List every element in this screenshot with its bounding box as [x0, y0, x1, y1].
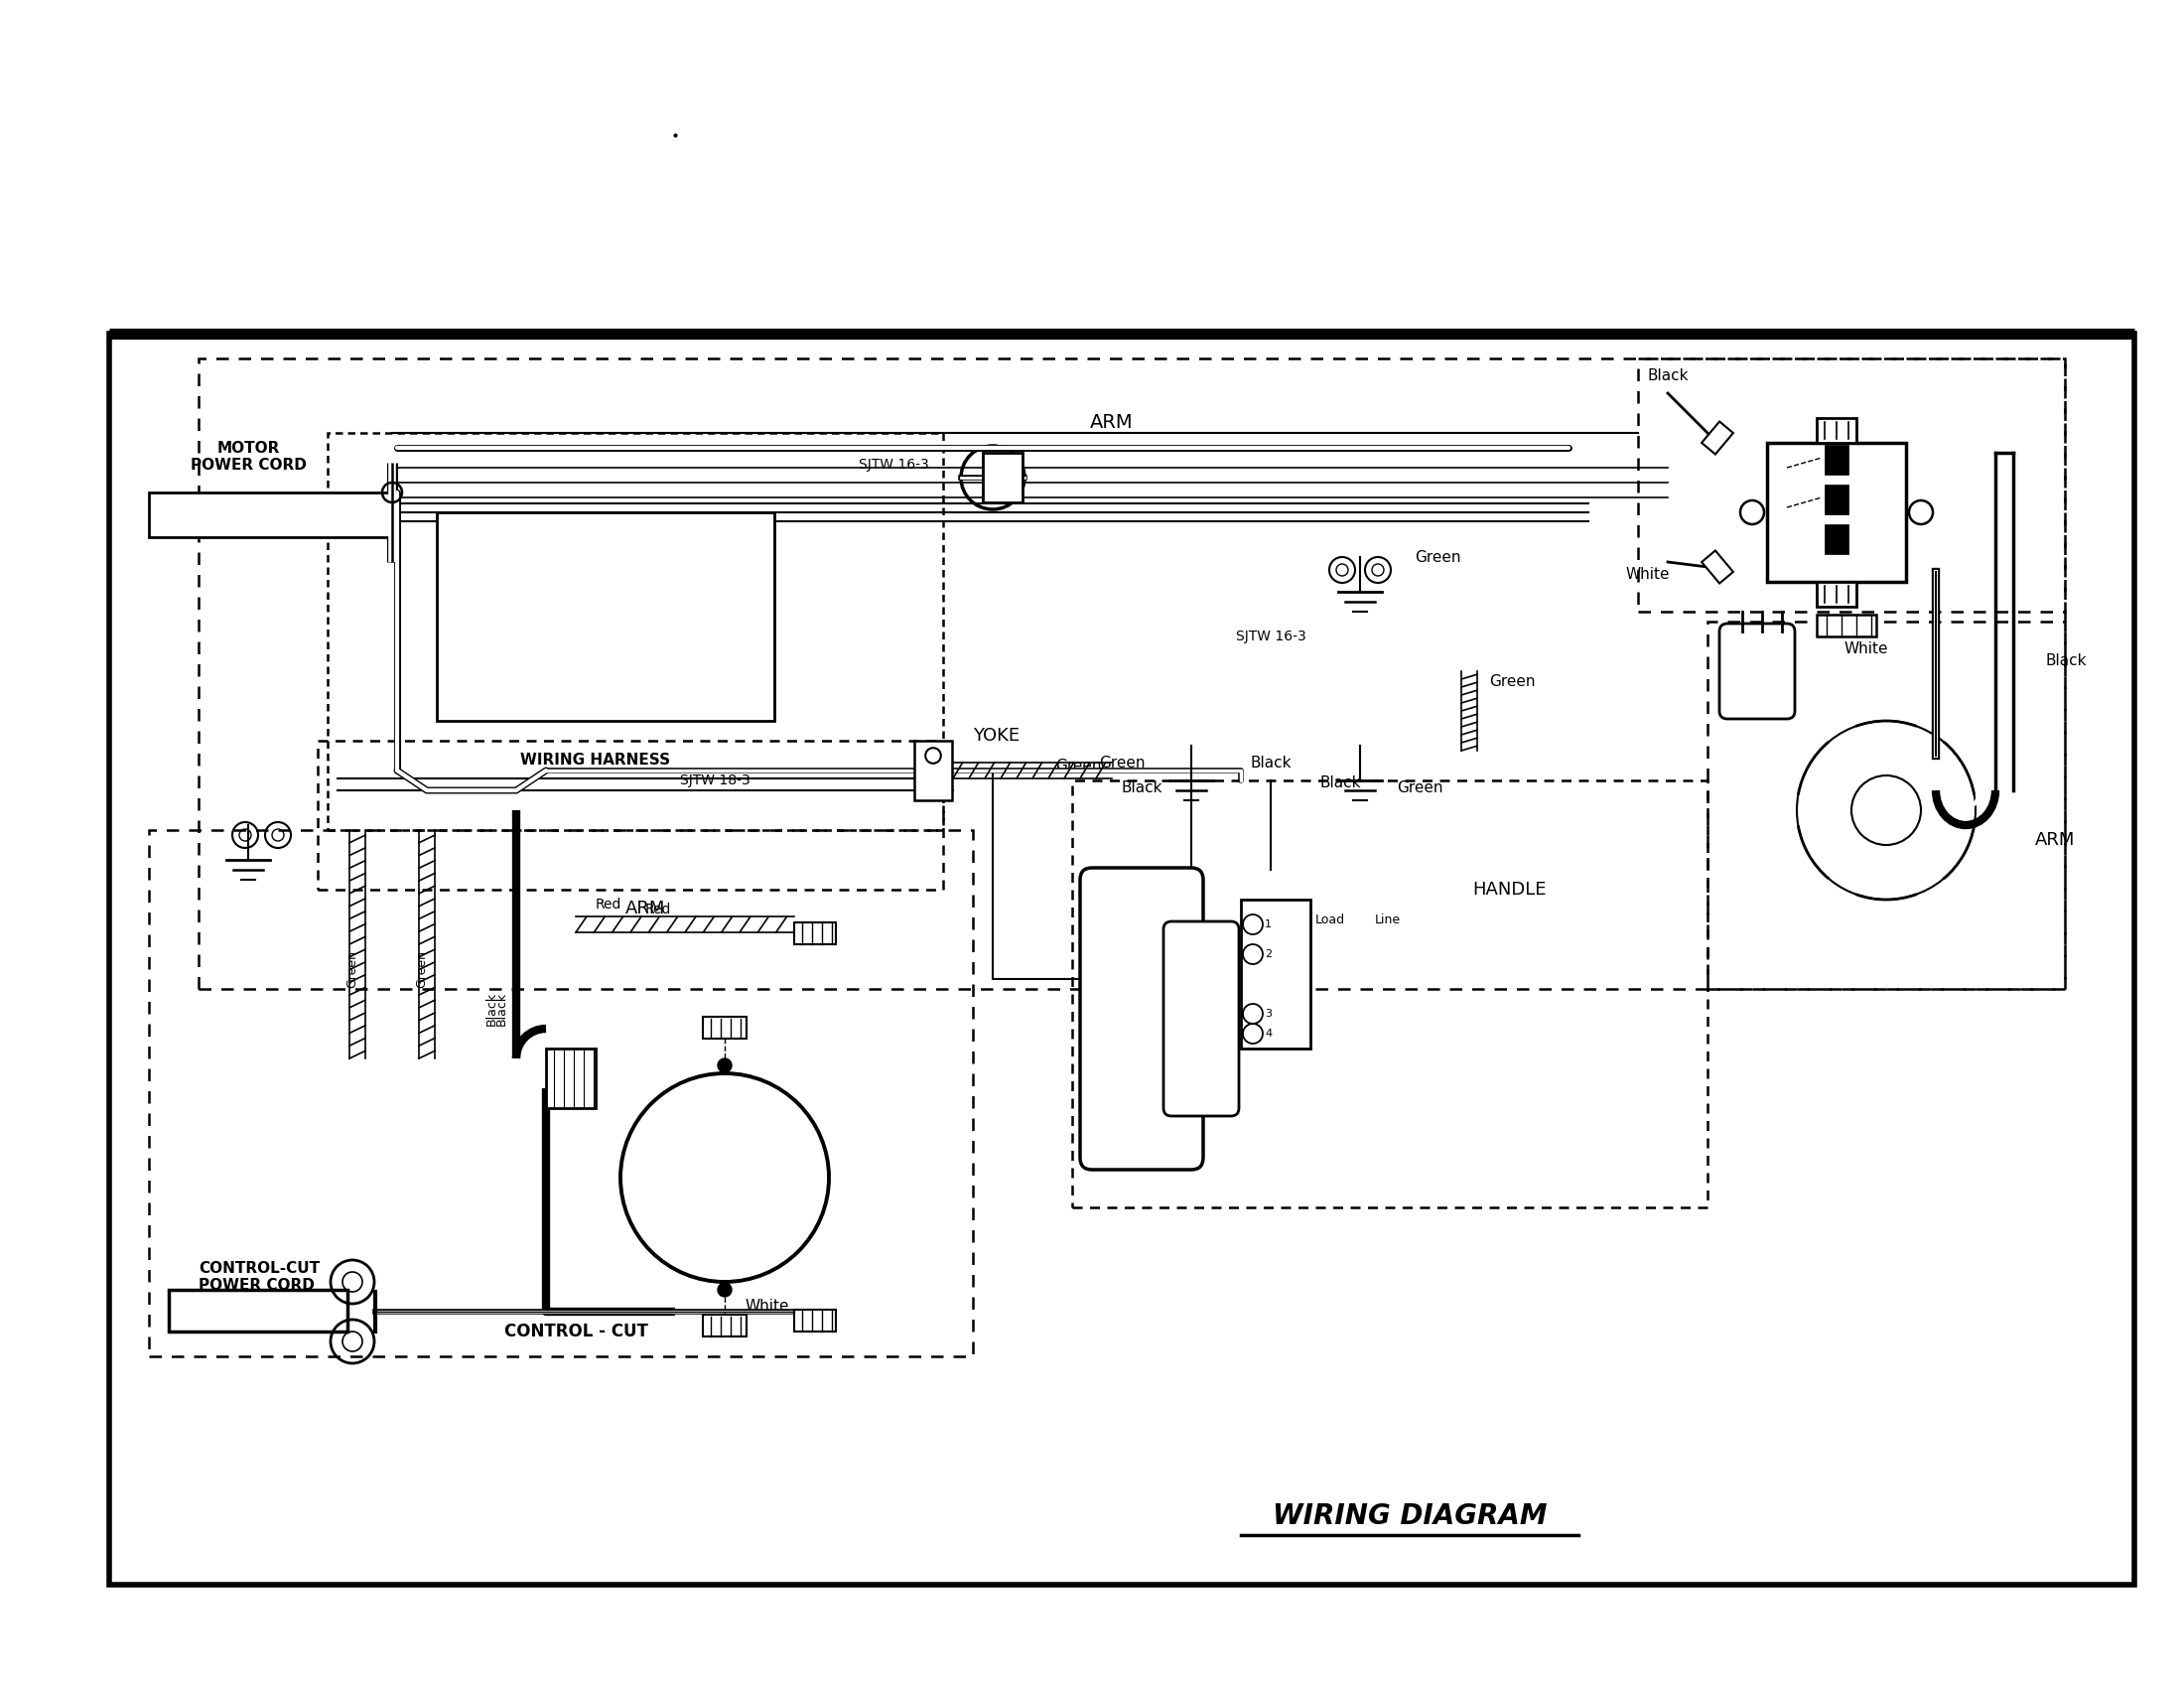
Text: White: White — [1843, 642, 1889, 657]
FancyBboxPatch shape — [1081, 867, 1203, 1170]
FancyBboxPatch shape — [1719, 623, 1795, 719]
FancyBboxPatch shape — [915, 741, 952, 800]
Text: Black: Black — [496, 992, 509, 1026]
Text: ANTI-KICK
MOTOR
120 VAC: ANTI-KICK MOTOR 120 VAC — [688, 1157, 762, 1199]
FancyBboxPatch shape — [546, 1049, 596, 1108]
Text: Red: Red — [596, 898, 622, 911]
Text: 2: 2 — [1265, 950, 1271, 960]
Text: CONTROL-CUT
POWER CORD: CONTROL-CUT POWER CORD — [199, 1261, 319, 1293]
Text: Motor
120/240: Motor 120/240 — [546, 589, 666, 645]
Polygon shape — [1701, 421, 1734, 455]
Text: ARM: ARM — [2035, 832, 2075, 849]
Text: Load: Load — [1315, 913, 1345, 926]
FancyBboxPatch shape — [1824, 485, 1848, 514]
Text: Red: Red — [644, 903, 670, 916]
FancyBboxPatch shape — [795, 923, 836, 945]
Text: Green: Green — [415, 950, 428, 989]
Text: 1: 1 — [1265, 919, 1271, 930]
Text: MOTOR
POWER CORD: MOTOR POWER CORD — [190, 441, 306, 473]
Text: Green: Green — [1489, 674, 1535, 689]
Text: Black: Black — [1120, 780, 1162, 795]
Text: Green: Green — [1055, 758, 1103, 773]
FancyBboxPatch shape — [1817, 418, 1856, 443]
Text: Green: Green — [1396, 780, 1444, 795]
Text: YOKE: YOKE — [972, 727, 1020, 744]
Text: 3: 3 — [1265, 1009, 1271, 1019]
FancyBboxPatch shape — [795, 1310, 836, 1332]
Text: White: White — [745, 1300, 788, 1314]
Text: SJTW 16-3: SJTW 16-3 — [1236, 630, 1306, 643]
Text: Black: Black — [2044, 653, 2086, 669]
Text: HANDLE: HANDLE — [1472, 881, 1546, 899]
FancyBboxPatch shape — [168, 1290, 347, 1332]
Text: Green: Green — [1415, 549, 1461, 564]
Text: Black: Black — [1647, 369, 1688, 384]
Text: Green: Green — [1099, 756, 1144, 771]
Text: SJTW 16-3: SJTW 16-3 — [858, 458, 928, 472]
Text: Black: Black — [1319, 775, 1361, 790]
FancyBboxPatch shape — [1817, 583, 1856, 606]
FancyBboxPatch shape — [437, 512, 775, 721]
Text: Black: Black — [485, 992, 498, 1026]
Circle shape — [620, 1073, 830, 1282]
Text: WIRING HARNESS: WIRING HARNESS — [520, 753, 670, 768]
FancyBboxPatch shape — [1817, 615, 1876, 637]
Text: WIRING DIAGRAM: WIRING DIAGRAM — [1273, 1502, 1546, 1531]
FancyBboxPatch shape — [1164, 921, 1238, 1116]
FancyBboxPatch shape — [1824, 445, 1848, 475]
Polygon shape — [1701, 551, 1734, 583]
Text: ARM: ARM — [1090, 413, 1133, 431]
Text: SJTW 18-3: SJTW 18-3 — [227, 1303, 290, 1317]
FancyBboxPatch shape — [1824, 524, 1848, 554]
FancyBboxPatch shape — [1767, 443, 1907, 583]
Text: White: White — [1625, 568, 1671, 583]
Text: 4: 4 — [1265, 1029, 1271, 1039]
FancyBboxPatch shape — [983, 453, 1022, 502]
Text: SJTW 18-3: SJTW 18-3 — [679, 773, 749, 788]
Text: Green: Green — [345, 950, 358, 989]
Circle shape — [719, 1283, 732, 1297]
FancyBboxPatch shape — [703, 1315, 747, 1337]
Text: Black: Black — [1249, 756, 1291, 771]
FancyBboxPatch shape — [149, 492, 397, 537]
Text: Line: Line — [1376, 913, 1400, 926]
FancyBboxPatch shape — [703, 1017, 747, 1039]
Text: CONTROL - CUT: CONTROL - CUT — [505, 1322, 649, 1340]
FancyBboxPatch shape — [1241, 899, 1310, 1049]
Text: ARM: ARM — [625, 899, 666, 918]
Circle shape — [719, 1059, 732, 1073]
